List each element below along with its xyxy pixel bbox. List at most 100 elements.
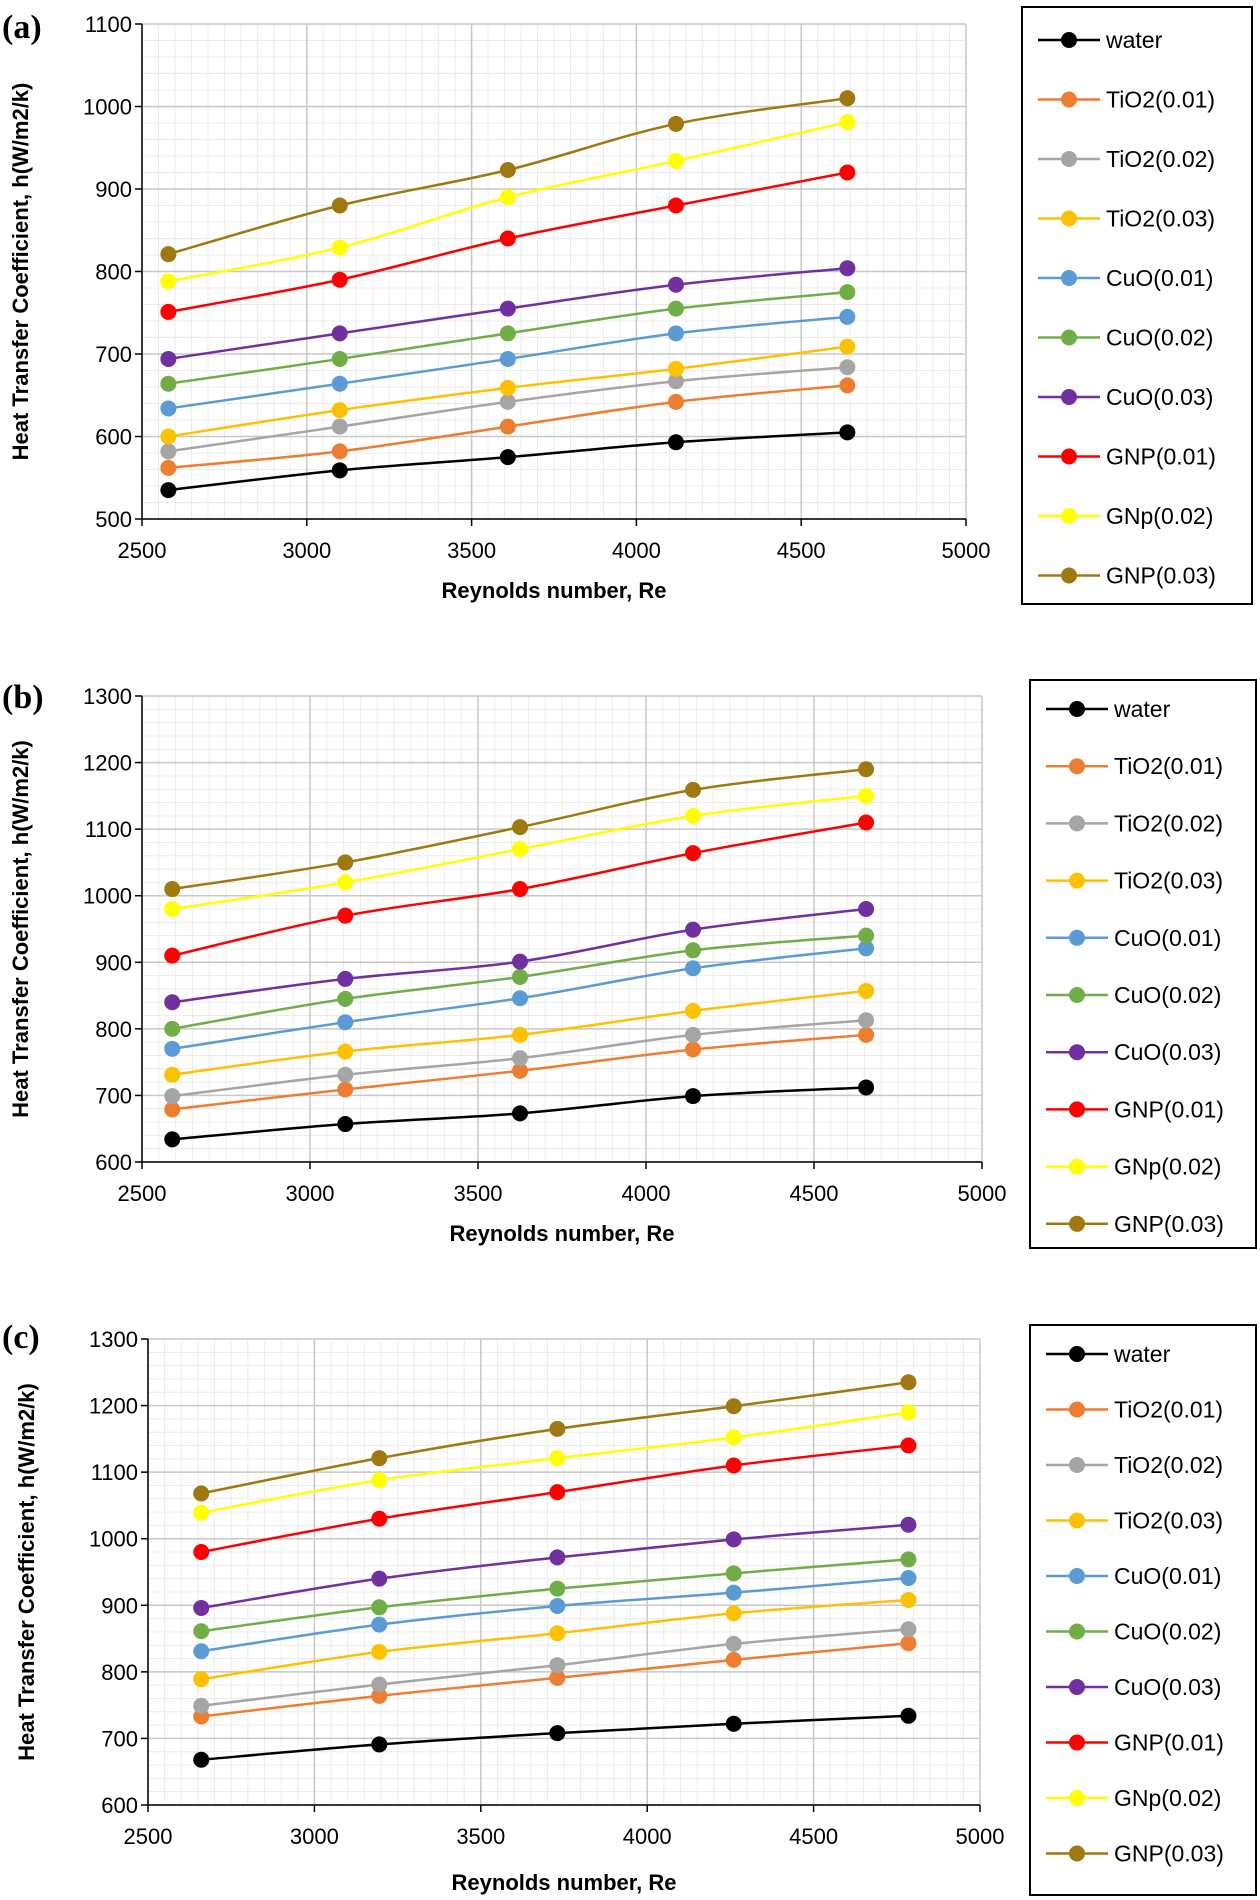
data-point: [549, 1657, 566, 1674]
legend-label: GNP(0.01): [1114, 1730, 1224, 1756]
legend-label: water: [1105, 27, 1163, 53]
data-point: [512, 968, 528, 985]
x-tick-label: 5000: [956, 1824, 1005, 1849]
y-tick-label: 700: [101, 1726, 138, 1751]
y-axis-title: Heat Transfer Coefficient, h(W/m2/k): [8, 83, 33, 461]
data-point: [685, 960, 702, 977]
data-point: [549, 1580, 566, 1597]
y-tick-label: 800: [95, 1017, 132, 1042]
y-tick-label: 1200: [83, 751, 132, 776]
data-point: [900, 1591, 917, 1608]
legend-box: [1029, 1324, 1257, 1896]
data-point: [331, 239, 348, 256]
data-point: [499, 379, 516, 396]
data-point: [193, 1544, 210, 1561]
data-point: [839, 424, 856, 441]
data-point: [499, 350, 516, 367]
x-tick-label: 2500: [124, 1824, 173, 1849]
data-point: [371, 1687, 388, 1704]
x-tick-label: 3000: [286, 1181, 335, 1206]
data-point: [164, 947, 181, 964]
data-point: [160, 303, 177, 320]
data-point: [839, 114, 856, 131]
data-point: [725, 1457, 742, 1474]
data-point: [512, 1105, 528, 1122]
legend-label: TiO2(0.01): [1114, 1397, 1223, 1423]
data-point: [160, 350, 177, 367]
legend-marker: [1061, 448, 1077, 465]
data-point: [839, 90, 856, 107]
data-point: [725, 1715, 742, 1732]
y-tick-label: 800: [95, 260, 132, 285]
data-point: [371, 1736, 388, 1753]
panel-label: (b): [2, 679, 44, 716]
legend-marker: [1061, 389, 1077, 405]
data-point: [331, 402, 348, 419]
data-point: [337, 1116, 354, 1133]
x-axis-title: Reynolds number, Re: [450, 1221, 675, 1246]
data-point: [331, 418, 348, 435]
legend-marker: [1061, 270, 1077, 286]
data-point: [331, 375, 348, 392]
data-point: [725, 1531, 742, 1548]
data-point: [667, 152, 684, 169]
y-tick-label: 700: [95, 342, 132, 367]
x-tick-label: 3000: [290, 1824, 339, 1849]
legend-marker: [1069, 1346, 1085, 1362]
data-point: [160, 459, 177, 476]
data-point: [512, 819, 528, 836]
data-point: [900, 1404, 917, 1421]
data-point: [667, 434, 684, 451]
chart-panel-c: 2500 3000 3500 4000 4500 5000 600 700 800 900 1000…: [2, 1319, 1257, 1896]
x-tick-label: 3500: [447, 538, 496, 563]
legend-label: TiO2(0.01): [1114, 753, 1223, 779]
legend-marker: [1069, 815, 1085, 832]
data-point: [725, 1635, 742, 1652]
data-point: [337, 874, 354, 891]
data-point: [858, 1012, 875, 1029]
data-point: [499, 418, 516, 435]
legend-box: [1021, 6, 1253, 605]
legend-marker: [1061, 91, 1077, 108]
y-tick-label: 600: [95, 1150, 132, 1175]
data-point: [331, 443, 348, 460]
data-point: [725, 1565, 742, 1582]
data-point: [371, 1616, 388, 1633]
data-point: [667, 300, 684, 317]
y-tick-label: 600: [95, 425, 132, 450]
data-point: [160, 443, 177, 460]
data-point: [337, 1014, 354, 1031]
data-point: [164, 994, 181, 1011]
data-point: [839, 308, 856, 325]
data-point: [512, 881, 528, 898]
data-point: [667, 360, 684, 377]
x-axis-title: Reynolds number, Re: [442, 578, 667, 603]
y-tick-label: 1100: [91, 1460, 138, 1485]
data-point: [371, 1643, 388, 1660]
data-point: [499, 162, 516, 179]
legend-marker: [1061, 329, 1077, 346]
x-tick-label: 4500: [789, 1824, 838, 1849]
legend-marker: [1061, 567, 1077, 584]
legend-box: [1029, 679, 1257, 1249]
chart-panel-b: 2500 3000 3500 4000 4500 5000 600 700 800 900 1000…: [2, 679, 1257, 1249]
data-point: [512, 1062, 528, 1079]
data-point: [549, 1597, 566, 1614]
legend-label: TiO2(0.02): [1106, 146, 1215, 172]
data-point: [549, 1669, 566, 1686]
data-point: [685, 921, 702, 938]
data-point: [337, 1066, 354, 1083]
legend-marker: [1069, 987, 1085, 1003]
legend-label: water: [1113, 696, 1171, 722]
data-point: [725, 1605, 742, 1622]
legend-marker: [1069, 1568, 1085, 1584]
data-point: [371, 1570, 388, 1587]
data-point: [900, 1437, 917, 1454]
data-point: [337, 854, 354, 871]
y-tick-label: 900: [101, 1593, 138, 1618]
data-point: [331, 462, 348, 479]
data-point: [193, 1751, 210, 1768]
y-axis-title: Heat Transfer Coefficient, h(W/m2/k): [14, 1383, 39, 1761]
data-point: [331, 197, 348, 214]
